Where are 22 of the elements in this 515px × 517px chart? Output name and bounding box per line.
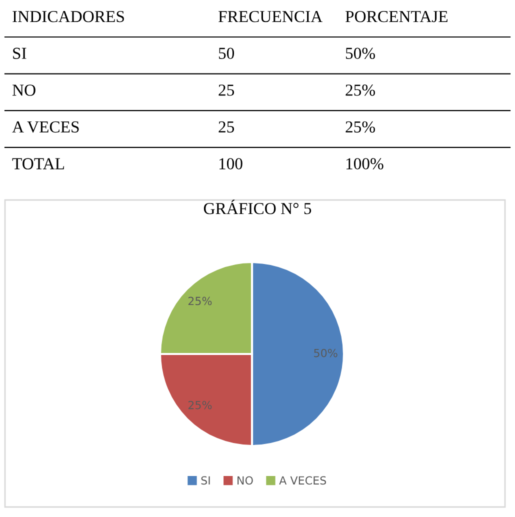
text: 100% [346,158,384,170]
text: 50% [346,48,375,60]
text: NO [12,84,36,96]
text: 25 [218,121,234,133]
legend-label: A VECES [279,476,326,485]
text: 25 [218,84,234,96]
text: 50 [218,48,234,59]
text: INDICADORES [12,10,124,22]
text: 100 [219,158,242,170]
text: 25% [346,84,375,96]
data-label: 25% [188,296,212,306]
data-label: 25% [188,400,212,410]
data-label: 50% [314,348,338,358]
text: SI [13,48,26,59]
chart-title: GRÁFICO N° 5 [204,200,312,214]
text: FRECUENCIA [218,10,323,22]
text: A VECES [12,121,79,133]
text: TOTAL [12,158,64,170]
legend-label: SI [201,476,210,485]
legend-label: NO [238,476,253,485]
text: 25% [346,121,375,133]
text: PORCENTAJE [345,10,448,22]
